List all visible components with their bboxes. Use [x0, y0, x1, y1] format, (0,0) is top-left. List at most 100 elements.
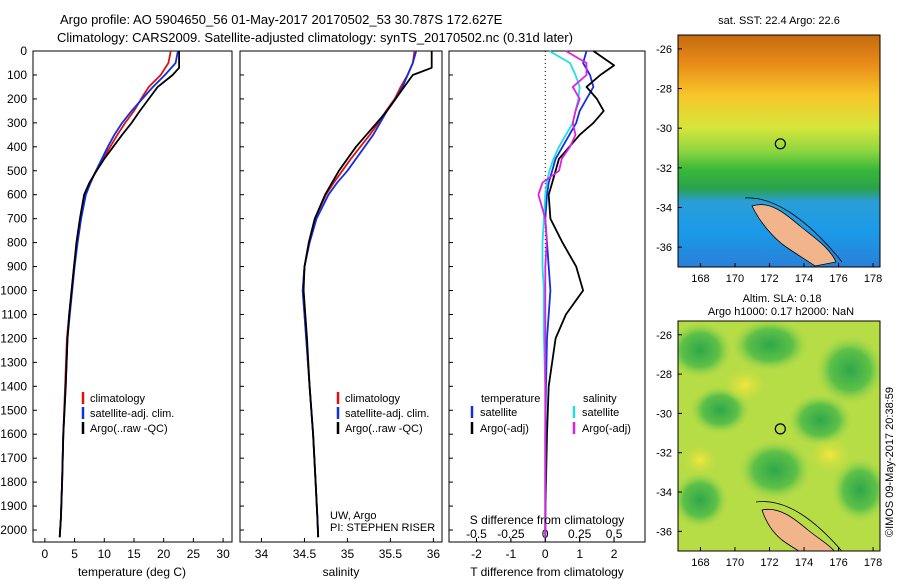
- sst-map: 168 170 172 174 176 178 -26 -28 -30 -32 -34 -36: [656, 34, 882, 285]
- bathymetry-contour: [755, 501, 843, 551]
- map-lat-label: -34: [656, 203, 672, 215]
- depth-tick-label: 900: [7, 260, 27, 274]
- map-lon-label: 174: [795, 557, 813, 569]
- s-difference-xlabel: S difference from climatology: [470, 513, 625, 527]
- temperature-tick-label: 10: [98, 547, 112, 561]
- depth-tick-label: 1300: [0, 355, 27, 369]
- map-lat-label: -36: [656, 242, 672, 254]
- sla-map: 168 170 172 174 176 178 -26 -28 -30 -32 -34 -36: [656, 320, 882, 569]
- legend-label-satellite: satellite-adj. clim.: [345, 408, 429, 420]
- legend-label-argo: Argo(..raw -QC): [345, 423, 423, 435]
- map-lat-label: -36: [656, 526, 672, 538]
- map-lat-label: -32: [656, 163, 672, 175]
- map-lon-label: 176: [829, 557, 847, 569]
- map-lat-label: -34: [656, 487, 672, 499]
- legend-label-temp-satellite: satellite: [480, 407, 517, 419]
- legend-label-climatology: climatology: [90, 393, 146, 405]
- temperature-tick-label: 15: [127, 547, 141, 561]
- map-lon-label: 172: [760, 273, 778, 285]
- series-line-1-1: [58, 50, 172, 538]
- map-lat-label: -26: [656, 330, 672, 342]
- legend-label-satellite: satellite-adj. clim.: [90, 408, 174, 420]
- depth-tick-label: 600: [7, 188, 27, 202]
- salinity-panel: [239, 50, 443, 543]
- t-difference-tick-label: 2: [611, 547, 618, 561]
- sla-map-title2: Argo h1000: 0.17 h2000: NaN: [708, 306, 854, 318]
- depth-tick-label: 1900: [0, 499, 27, 513]
- salinity-legend: climatology satellite-adj. clim. Argo(..…: [336, 392, 429, 435]
- map-lat-label: -26: [656, 44, 672, 56]
- depth-tick-label: 700: [7, 212, 27, 226]
- depth-tick-label: 300: [7, 116, 27, 130]
- t-difference-tick-label: -2: [471, 547, 482, 561]
- map-lat-label: -30: [656, 123, 672, 135]
- float-position-marker: [774, 423, 786, 435]
- map-lat-label: -28: [656, 84, 672, 96]
- map-lon-label: 176: [829, 273, 847, 285]
- depth-tick-label: 1200: [0, 331, 27, 345]
- difference-legend: temperature satellite Argo(-adj) salinit…: [470, 393, 631, 435]
- salinity-tick-label: 35.5: [379, 547, 403, 561]
- legend-label-sal-satellite: satellite: [582, 407, 619, 419]
- temperature-tick-label: 5: [71, 547, 78, 561]
- depth-tick-label: 1800: [0, 475, 27, 489]
- imos-stamp: ©IMOS 09-May-2017 20:38:59: [884, 387, 896, 537]
- salinity-tick-label: 35: [341, 547, 355, 561]
- map-lon-label: 178: [864, 557, 882, 569]
- figure-title-line2: Climatology: CARS2009. Satellite-adjuste…: [57, 30, 573, 45]
- salinity-tick-label: 36: [427, 547, 441, 561]
- temperature-tick-label: 0: [42, 547, 49, 561]
- depth-tick-label: 1600: [0, 427, 27, 441]
- series-line-1-2: [58, 50, 179, 538]
- series-line-2-2: [301, 50, 418, 538]
- new-zealand-land: [751, 204, 837, 267]
- series-line-3-3: [541, 50, 581, 538]
- s-difference-axis: -0.5 -0.25 0 0.25 0.5: [466, 527, 623, 542]
- sla-map-axes: 168 170 172 174 176 178 -26 -28 -30 -32 -34 -36: [656, 330, 882, 569]
- temperature-tick-label: 25: [187, 547, 201, 561]
- series-line-2-3: [302, 51, 433, 538]
- map-lat-label: -32: [656, 448, 672, 460]
- depth-tick-label: 500: [7, 164, 27, 178]
- t-difference-tick-label: 0: [542, 547, 549, 561]
- temperature-legend: climatology satellite-adj. clim. Argo(..…: [81, 392, 174, 435]
- depth-tick-label: 200: [7, 92, 27, 106]
- figure-title-line1: Argo profile: AO 5904650_56 01-May-2017 …: [60, 12, 503, 27]
- s-difference-tick-label: 0.25: [568, 527, 592, 541]
- depth-tick-label: 800: [7, 236, 27, 250]
- bathymetry-contour: [744, 197, 843, 263]
- legend-title-salinity: salinity: [583, 393, 617, 405]
- depth-tick-label: 400: [7, 140, 27, 154]
- t-difference-axis: -2 -1 0 1 2: [471, 538, 618, 561]
- salinity-axis: 34 34.5 35 35.5 36: [255, 538, 441, 561]
- s-difference-tick-label: 0.5: [606, 527, 623, 541]
- depth-tick-label: 1400: [0, 379, 27, 393]
- credit-line1: UW, Argo: [330, 510, 376, 522]
- s-difference-tick-label: -0.5: [466, 527, 487, 541]
- profile-lines: [58, 50, 615, 538]
- series-line-3-4: [537, 50, 588, 538]
- new-zealand-land: [761, 508, 835, 551]
- legend-label-temp-argo: Argo(-adj): [480, 423, 529, 435]
- map-lon-label: 170: [726, 557, 744, 569]
- temperature-xlabel: temperature (deg C): [78, 565, 186, 579]
- credit-line2: PI: STEPHEN RISER: [330, 522, 435, 534]
- difference-panel: [448, 50, 646, 543]
- depth-tick-label: 0: [20, 44, 27, 58]
- depth-axis: 0 100 200 300 400 500 600 700 800 900 1000 1100 1200…: [0, 44, 453, 537]
- depth-tick-label: 1700: [0, 451, 27, 465]
- s-difference-tick-label: -0.25: [497, 527, 525, 541]
- t-difference-tick-label: -1: [506, 547, 517, 561]
- temperature-tick-label: 20: [157, 547, 171, 561]
- salinity-tick-label: 34.5: [293, 547, 317, 561]
- legend-label-climatology: climatology: [345, 393, 401, 405]
- salinity-tick-label: 34: [255, 547, 269, 561]
- sst-map-axes: 168 170 172 174 176 178 -26 -28 -30 -32 -34 -36: [656, 44, 882, 285]
- depth-tick-label: 2000: [0, 523, 27, 537]
- sst-map-frame: [677, 34, 881, 268]
- map-lon-label: 168: [691, 273, 709, 285]
- map-lon-label: 172: [760, 557, 778, 569]
- map-lat-label: -30: [656, 408, 672, 420]
- legend-label-sal-argo: Argo(-adj): [582, 423, 631, 435]
